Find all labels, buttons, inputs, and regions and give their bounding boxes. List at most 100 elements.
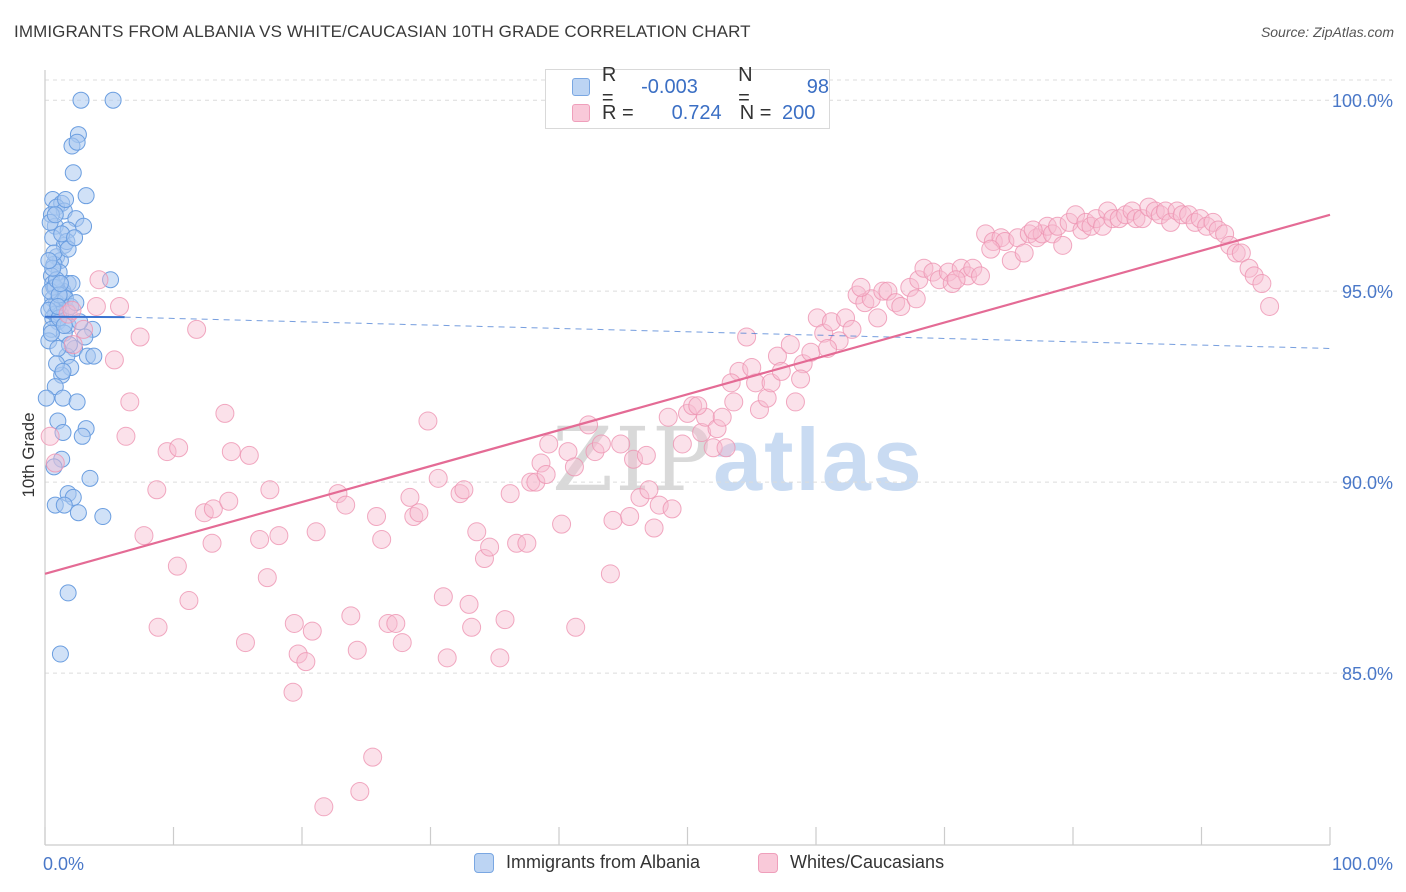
- point-white: [526, 472, 546, 492]
- point-white: [179, 591, 199, 611]
- point-white: [74, 319, 94, 339]
- point-white: [459, 594, 479, 614]
- point-white: [409, 503, 429, 523]
- bottom-legend-label-albania: Immigrants from Albania: [506, 852, 701, 872]
- point-white: [490, 648, 510, 668]
- point-white: [314, 797, 334, 817]
- point-white: [454, 480, 474, 500]
- point-white: [45, 453, 65, 473]
- point-albania: [85, 347, 103, 365]
- point-white: [260, 480, 280, 500]
- point-white: [363, 747, 383, 767]
- point-white: [521, 472, 541, 492]
- point-white: [269, 526, 289, 546]
- point-white: [167, 556, 187, 576]
- point-albania: [94, 508, 112, 526]
- point-white: [1260, 296, 1280, 316]
- point-white: [116, 426, 136, 446]
- bottom-legend-albania: Immigrants from Albania: [474, 852, 700, 873]
- point-white: [891, 296, 911, 316]
- point-white: [564, 457, 584, 477]
- point-white: [336, 495, 356, 515]
- stats-legend: R = -0.003 N = 98 R = 0.724 N = 200: [545, 64, 830, 129]
- series-white-points: [40, 197, 1280, 817]
- point-white: [58, 304, 78, 324]
- point-white: [644, 518, 664, 538]
- point-white: [695, 407, 715, 427]
- point-white: [467, 522, 487, 542]
- point-albania: [68, 133, 86, 151]
- y-tick-label: 95.0%: [1342, 282, 1393, 302]
- point-albania: [72, 91, 90, 109]
- point-white: [942, 274, 962, 294]
- bottom-legend-swatch-white: [758, 852, 778, 873]
- point-white: [780, 335, 800, 355]
- point-white: [636, 445, 656, 465]
- point-white: [767, 346, 787, 366]
- point-white: [500, 484, 520, 504]
- point-white: [62, 300, 82, 320]
- point-white: [284, 613, 304, 633]
- trend-white: [44, 213, 1331, 575]
- point-albania: [49, 297, 67, 315]
- point-white: [683, 396, 703, 416]
- y-tick-label: 100.0%: [1332, 91, 1393, 111]
- point-white: [302, 621, 322, 641]
- y-tick-label: 90.0%: [1342, 473, 1393, 493]
- point-white: [250, 529, 270, 549]
- point-white: [367, 507, 387, 527]
- point-white: [868, 308, 888, 328]
- point-albania: [104, 91, 122, 109]
- point-white: [624, 449, 644, 469]
- point-white: [688, 396, 708, 416]
- point-white: [1252, 274, 1272, 294]
- point-white: [202, 533, 222, 553]
- point-white: [649, 495, 669, 515]
- point-albania: [64, 164, 82, 182]
- point-white: [737, 327, 757, 347]
- point-albania: [46, 206, 64, 224]
- point-white: [851, 277, 871, 297]
- point-white: [462, 617, 482, 637]
- point-white: [392, 633, 412, 653]
- point-white: [1244, 266, 1264, 286]
- point-white: [906, 289, 926, 309]
- point-white: [221, 442, 241, 462]
- point-white: [1014, 243, 1034, 263]
- point-white: [104, 350, 124, 370]
- point-white: [418, 411, 438, 431]
- point-white: [579, 415, 599, 435]
- point-white: [923, 262, 943, 282]
- trend-lines: [44, 213, 1331, 575]
- point-white: [404, 507, 424, 527]
- source-label: Source: ZipAtlas.com: [1260, 24, 1394, 40]
- point-white: [480, 537, 500, 557]
- point-white: [970, 266, 990, 286]
- point-albania: [54, 362, 72, 380]
- point-white: [791, 369, 811, 389]
- point-white: [1215, 224, 1235, 244]
- point-white: [1145, 201, 1165, 221]
- point-white: [785, 392, 805, 412]
- point-albania: [59, 584, 77, 602]
- point-albania: [66, 229, 84, 247]
- point-white: [886, 293, 906, 313]
- point-white: [495, 610, 515, 630]
- point-white: [658, 407, 678, 427]
- point-white: [283, 682, 303, 702]
- point-white: [878, 281, 898, 301]
- point-white: [235, 633, 255, 653]
- legend-r-value-albania: -0.003: [641, 75, 698, 98]
- point-white: [951, 258, 971, 278]
- point-white: [306, 522, 326, 542]
- point-white: [603, 510, 623, 530]
- point-albania: [55, 496, 73, 514]
- point-white: [433, 587, 453, 607]
- point-white: [552, 514, 572, 534]
- series-albania-points: [37, 91, 122, 663]
- point-albania: [54, 389, 72, 407]
- point-albania: [69, 504, 87, 522]
- point-white: [1048, 216, 1068, 236]
- point-white: [842, 319, 862, 339]
- point-albania: [37, 389, 55, 407]
